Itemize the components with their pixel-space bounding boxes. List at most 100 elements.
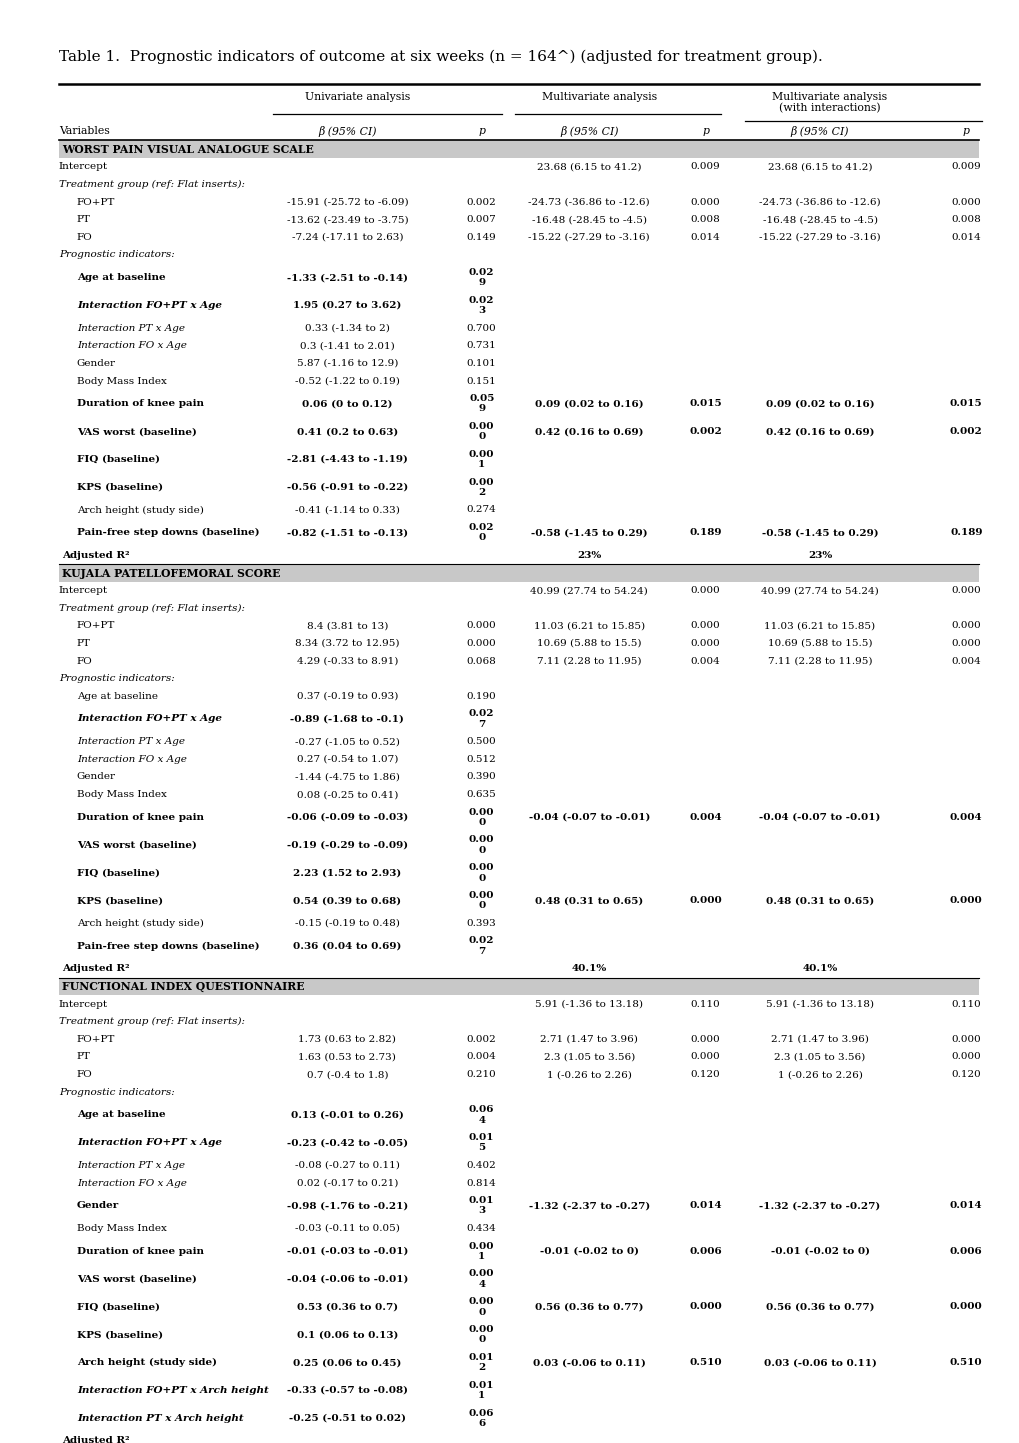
Text: 0.05
9: 0.05 9 — [469, 394, 494, 414]
Text: 0.004: 0.004 — [467, 1052, 496, 1062]
Text: 0.000: 0.000 — [951, 639, 980, 648]
Text: Gender: Gender — [76, 772, 116, 782]
Text: 0.06
4: 0.06 4 — [469, 1105, 494, 1124]
Text: 0.00
0: 0.00 0 — [469, 808, 494, 827]
Text: 0.33 (-1.34 to 2): 0.33 (-1.34 to 2) — [305, 323, 389, 333]
Text: Interaction PT x Age: Interaction PT x Age — [76, 737, 184, 746]
Text: KPS (baseline): KPS (baseline) — [76, 483, 163, 492]
Text: -15.22 (-27.29 to -3.16): -15.22 (-27.29 to -3.16) — [758, 232, 880, 242]
Text: Intercept: Intercept — [59, 1000, 108, 1009]
Text: 0.015: 0.015 — [949, 400, 981, 408]
Text: 0.01
2: 0.01 2 — [469, 1354, 494, 1372]
Text: 0.004: 0.004 — [951, 657, 980, 665]
Text: Pain-free step downs (baseline): Pain-free step downs (baseline) — [76, 528, 259, 537]
Text: 0.56 (0.36 to 0.77): 0.56 (0.36 to 0.77) — [765, 1303, 873, 1312]
Text: 4.29 (-0.33 to 8.91): 4.29 (-0.33 to 8.91) — [297, 657, 397, 665]
Text: Duration of knee pain: Duration of knee pain — [76, 812, 204, 821]
Text: 2.3 (1.05 to 3.56): 2.3 (1.05 to 3.56) — [543, 1052, 634, 1062]
Text: Intercept: Intercept — [59, 586, 108, 595]
Text: 0.068: 0.068 — [467, 657, 496, 665]
Text: 0.500: 0.500 — [467, 737, 496, 746]
Text: 0.635: 0.635 — [467, 789, 496, 799]
Text: -0.01 (-0.02 to 0): -0.01 (-0.02 to 0) — [769, 1247, 868, 1255]
Text: Interaction FO+PT x Age: Interaction FO+PT x Age — [76, 1139, 221, 1147]
Text: 0.00
1: 0.00 1 — [469, 1241, 494, 1261]
Text: 0.008: 0.008 — [690, 215, 719, 224]
Text: 5.91 (-1.36 to 13.18): 5.91 (-1.36 to 13.18) — [535, 1000, 643, 1009]
Text: 40.99 (27.74 to 54.24): 40.99 (27.74 to 54.24) — [760, 586, 878, 595]
Text: 0.512: 0.512 — [467, 755, 496, 763]
Text: Interaction PT x Age: Interaction PT x Age — [76, 323, 184, 333]
Text: 0.014: 0.014 — [689, 1201, 721, 1211]
Text: 23%: 23% — [807, 551, 832, 560]
Text: 8.34 (3.72 to 12.95): 8.34 (3.72 to 12.95) — [294, 639, 399, 648]
Text: FO+PT: FO+PT — [76, 622, 115, 631]
Text: 0.006: 0.006 — [689, 1247, 721, 1255]
Text: 0.000: 0.000 — [949, 896, 981, 905]
Text: Interaction FO x Age: Interaction FO x Age — [76, 755, 186, 763]
Text: 0.002: 0.002 — [467, 1035, 496, 1043]
Text: -0.25 (-0.51 to 0.02): -0.25 (-0.51 to 0.02) — [288, 1414, 406, 1423]
Text: 0.01
1: 0.01 1 — [469, 1381, 494, 1400]
Text: -16.48 (-28.45 to -4.5): -16.48 (-28.45 to -4.5) — [531, 215, 646, 224]
Text: 0.000: 0.000 — [951, 622, 980, 631]
Text: FUNCTIONAL INDEX QUESTIONNAIRE: FUNCTIONAL INDEX QUESTIONNAIRE — [62, 981, 304, 991]
Text: 0.7 (-0.4 to 1.8): 0.7 (-0.4 to 1.8) — [307, 1071, 388, 1079]
Text: 0.06 (0 to 0.12): 0.06 (0 to 0.12) — [302, 400, 392, 408]
Text: 0.510: 0.510 — [689, 1358, 721, 1367]
Text: -0.06 (-0.09 to -0.03): -0.06 (-0.09 to -0.03) — [286, 812, 408, 821]
Text: 10.69 (5.88 to 15.5): 10.69 (5.88 to 15.5) — [536, 639, 641, 648]
Text: KPS (baseline): KPS (baseline) — [76, 1330, 163, 1339]
Text: 8.4 (3.81 to 13): 8.4 (3.81 to 13) — [307, 622, 387, 631]
Text: 0.007: 0.007 — [467, 215, 496, 224]
Text: 0.3 (-1.41 to 2.01): 0.3 (-1.41 to 2.01) — [300, 342, 394, 351]
Text: 1.63 (0.53 to 2.73): 1.63 (0.53 to 2.73) — [299, 1052, 396, 1062]
Text: -24.73 (-36.86 to -12.6): -24.73 (-36.86 to -12.6) — [758, 198, 880, 206]
Text: 0.56 (0.36 to 0.77): 0.56 (0.36 to 0.77) — [534, 1303, 643, 1312]
Text: 0.151: 0.151 — [467, 377, 496, 385]
Text: 0.000: 0.000 — [951, 198, 980, 206]
Text: Treatment group (ref: Flat inserts):: Treatment group (ref: Flat inserts): — [59, 180, 245, 189]
Text: -0.52 (-1.22 to 0.19): -0.52 (-1.22 to 0.19) — [294, 377, 399, 385]
Text: Gender: Gender — [76, 1201, 119, 1211]
Text: Interaction FO+PT x Age: Interaction FO+PT x Age — [76, 714, 221, 723]
Text: 0.37 (-0.19 to 0.93): 0.37 (-0.19 to 0.93) — [297, 691, 397, 701]
Text: PT: PT — [76, 639, 91, 648]
Text: 0.02
9: 0.02 9 — [469, 268, 494, 287]
Text: 0.42 (0.16 to 0.69): 0.42 (0.16 to 0.69) — [534, 427, 643, 436]
Text: β (95% CI): β (95% CI) — [559, 126, 618, 137]
Text: 0.02
7: 0.02 7 — [469, 710, 494, 729]
Text: 0.36 (0.04 to 0.69): 0.36 (0.04 to 0.69) — [292, 942, 401, 951]
Text: Duration of knee pain: Duration of knee pain — [76, 1247, 204, 1255]
Text: -2.81 (-4.43 to -1.19): -2.81 (-4.43 to -1.19) — [286, 455, 408, 463]
Text: Body Mass Index: Body Mass Index — [76, 789, 166, 799]
Text: 0.41 (0.2 to 0.63): 0.41 (0.2 to 0.63) — [297, 427, 397, 436]
Bar — [59, 978, 978, 996]
Text: -7.24 (-17.11 to 2.63): -7.24 (-17.11 to 2.63) — [291, 232, 403, 242]
Text: Arch height (study side): Arch height (study side) — [76, 1358, 217, 1367]
Text: 0.004: 0.004 — [949, 812, 981, 821]
Text: 2.71 (1.47 to 3.96): 2.71 (1.47 to 3.96) — [540, 1035, 638, 1043]
Text: 0.1 (0.06 to 0.13): 0.1 (0.06 to 0.13) — [297, 1330, 397, 1339]
Text: 0.434: 0.434 — [467, 1224, 496, 1232]
Text: 0.002: 0.002 — [949, 427, 981, 436]
Text: 23.68 (6.15 to 41.2): 23.68 (6.15 to 41.2) — [767, 163, 871, 172]
Text: p: p — [478, 126, 485, 136]
Text: 2.3 (1.05 to 3.56): 2.3 (1.05 to 3.56) — [773, 1052, 865, 1062]
Text: 0.03 (-0.06 to 0.11): 0.03 (-0.06 to 0.11) — [532, 1358, 645, 1367]
Text: 1 (-0.26 to 2.26): 1 (-0.26 to 2.26) — [776, 1071, 862, 1079]
Text: -0.15 (-0.19 to 0.48): -0.15 (-0.19 to 0.48) — [294, 919, 399, 928]
Text: VAS worst (baseline): VAS worst (baseline) — [76, 427, 197, 436]
Text: Interaction FO+PT x Age: Interaction FO+PT x Age — [76, 302, 221, 310]
Text: 0.110: 0.110 — [951, 1000, 980, 1009]
Text: 0.00
2: 0.00 2 — [469, 478, 494, 496]
Text: Gender: Gender — [76, 359, 116, 368]
Text: 0.390: 0.390 — [467, 772, 496, 782]
Text: Adjusted R²: Adjusted R² — [62, 1436, 129, 1443]
Text: WORST PAIN VISUAL ANALOGUE SCALE: WORST PAIN VISUAL ANALOGUE SCALE — [62, 144, 313, 154]
Text: 1 (-0.26 to 2.26): 1 (-0.26 to 2.26) — [546, 1071, 631, 1079]
Text: 0.120: 0.120 — [690, 1071, 719, 1079]
Text: 0.002: 0.002 — [467, 198, 496, 206]
Text: Age at baseline: Age at baseline — [76, 1111, 165, 1120]
Text: Prognostic indicators:: Prognostic indicators: — [59, 674, 174, 683]
